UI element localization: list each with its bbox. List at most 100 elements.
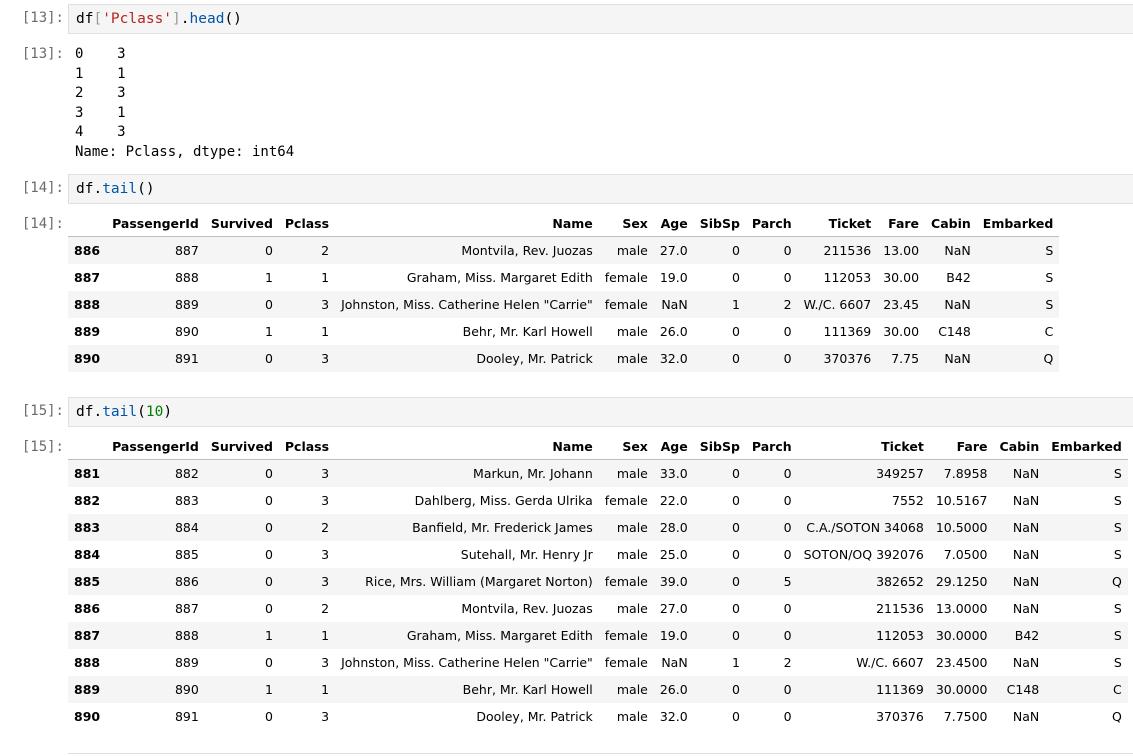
table-cell: Graham, Miss. Margaret Edith bbox=[406, 270, 593, 285]
table-cell: 29.1250 bbox=[935, 574, 988, 589]
column-header: Survived bbox=[204, 433, 279, 460]
table-cell: 889 bbox=[174, 655, 199, 670]
table-cell: 3 bbox=[321, 547, 330, 562]
table-cell: NaN bbox=[1012, 493, 1040, 508]
table-cell: NaN bbox=[1012, 574, 1040, 589]
table-cell: 7.7500 bbox=[943, 709, 988, 724]
table-cell: 211536 bbox=[823, 243, 872, 258]
code-cell-14[interactable]: df.tail() bbox=[68, 174, 1133, 204]
table-cell: SOTON/OQ 392076 bbox=[803, 547, 924, 562]
table-cell: 0 bbox=[783, 466, 792, 481]
table-cell: Behr, Mr. Karl Howell bbox=[462, 682, 593, 697]
row-index: 884 bbox=[74, 547, 101, 562]
table-cell: S bbox=[1113, 601, 1122, 616]
table-cell: 0 bbox=[264, 297, 273, 312]
table-cell: 0 bbox=[264, 709, 273, 724]
table-cell: Banfield, Mr. Frederick James bbox=[412, 520, 593, 535]
table-row: 882 883 0 3 Dahlberg, Miss. Gerda Ulrika fema… bbox=[68, 487, 1128, 514]
table-cell: C.A./SOTON 34068 bbox=[806, 520, 924, 535]
table-cell: 1 bbox=[321, 682, 330, 697]
table-cell: 32.0 bbox=[659, 351, 688, 366]
column-header: Name bbox=[335, 210, 599, 237]
column-header: PassengerId bbox=[106, 210, 205, 237]
column-header: Ticket bbox=[797, 210, 878, 237]
column-header: Age bbox=[653, 210, 694, 237]
table-cell: 3 bbox=[321, 574, 330, 589]
table-row: 888 889 0 3 Johnston, Miss. Catherine Helen … bbox=[68, 649, 1128, 676]
table-cell: 0 bbox=[264, 574, 273, 589]
table-cell: NaN bbox=[944, 351, 971, 366]
table-cell: Dooley, Mr. Patrick bbox=[476, 709, 593, 724]
row-index: 882 bbox=[74, 493, 101, 508]
table-cell: 1 bbox=[264, 628, 273, 643]
table-cell: NaN bbox=[1012, 601, 1040, 616]
table-row: 885 886 0 3 Rice, Mrs. William (Margaret Nor… bbox=[68, 568, 1128, 595]
row-index: 890 bbox=[74, 351, 101, 366]
table-cell: female bbox=[604, 493, 648, 508]
table-cell: 3 bbox=[321, 297, 330, 312]
column-header: Age bbox=[653, 433, 694, 460]
table-cell: 28.0 bbox=[659, 520, 688, 535]
table-cell: B42 bbox=[1014, 628, 1040, 643]
code-cell-15[interactable]: df.tail(10) bbox=[68, 397, 1133, 427]
row-index: 888 bbox=[74, 297, 101, 312]
table-cell: Q bbox=[1111, 574, 1122, 589]
table-cell: female bbox=[604, 628, 648, 643]
table-cell: 0 bbox=[783, 493, 792, 508]
series-output: 0 3 1 1 2 3 3 1 4 3 Name: Pclass, dtype:… bbox=[75, 46, 295, 160]
table-cell: 3 bbox=[321, 351, 330, 366]
row-index: 886 bbox=[74, 601, 101, 616]
row-index: 889 bbox=[74, 682, 101, 697]
table-cell: Sutehall, Mr. Henry Jr bbox=[460, 547, 593, 562]
table-cell: 1 bbox=[321, 270, 330, 285]
table-row: 886 887 0 2 Montvila, Rev. Juozas male 27.0 0 0 2… bbox=[68, 595, 1128, 622]
dataframe-table-14: PassengerId Survived Pclass Name Sex Age SibSp… bbox=[68, 210, 1060, 372]
table-row: 889 890 1 1 Behr, Mr. Karl Howell male 26.0 0 0 1… bbox=[68, 676, 1128, 703]
table-cell: S bbox=[1045, 270, 1054, 285]
column-header: Parch bbox=[745, 433, 798, 460]
output-prompt-14: [14]: bbox=[21, 216, 64, 232]
table-cell: 0 bbox=[264, 547, 273, 562]
row-index: 887 bbox=[74, 628, 101, 643]
table-cell: female bbox=[604, 297, 648, 312]
table-cell: 0 bbox=[783, 709, 792, 724]
code-cell-13[interactable]: df['Pclass'].head() bbox=[68, 4, 1133, 34]
table-cell: Behr, Mr. Karl Howell bbox=[462, 324, 593, 339]
code-text-15: df.tail(10) bbox=[76, 404, 173, 420]
table-cell: Johnston, Miss. Catherine Helen "Carrie" bbox=[341, 655, 593, 670]
table-cell: male bbox=[616, 520, 648, 535]
table-cell: Rice, Mrs. William (Margaret Norton) bbox=[365, 574, 593, 589]
table-row: 890 891 0 3 Dooley, Mr. Patrick male 32.0 0 0 370… bbox=[68, 345, 1060, 372]
table-cell: 3 bbox=[321, 493, 330, 508]
column-header: Fare bbox=[877, 210, 926, 237]
table-cell: 0 bbox=[731, 520, 740, 535]
table-row: 883 884 0 2 Banfield, Mr. Frederick James mal… bbox=[68, 514, 1128, 541]
table-cell: 39.0 bbox=[659, 574, 688, 589]
row-index: 885 bbox=[74, 574, 101, 589]
table-row: 887 888 1 1 Graham, Miss. Margaret Edith fema… bbox=[68, 264, 1059, 291]
table-cell: Q bbox=[1043, 351, 1054, 366]
input-prompt-13: [13]: bbox=[21, 10, 64, 26]
table-cell: 13.00 bbox=[883, 243, 920, 258]
table-cell: 1 bbox=[264, 324, 273, 339]
column-header: Pclass bbox=[278, 210, 336, 237]
column-header: SibSp bbox=[693, 433, 746, 460]
table-cell: 112053 bbox=[823, 270, 872, 285]
table-cell: 27.0 bbox=[659, 243, 688, 258]
table-row: 884 885 0 3 Sutehall, Mr. Henry Jr male 25.0 0 0… bbox=[68, 541, 1128, 568]
row-index: 888 bbox=[74, 655, 101, 670]
code-text-14: df.tail() bbox=[76, 181, 155, 197]
table-cell: 7.75 bbox=[891, 351, 920, 366]
table-cell: 13.0000 bbox=[935, 601, 988, 616]
table-cell: 30.00 bbox=[883, 324, 920, 339]
table-cell: 0 bbox=[264, 243, 273, 258]
column-header: PassengerId bbox=[106, 433, 205, 460]
table-cell: 5 bbox=[783, 574, 792, 589]
table-cell: male bbox=[616, 682, 648, 697]
column-header: Sex bbox=[598, 433, 654, 460]
table-cell: 0 bbox=[264, 655, 273, 670]
column-header bbox=[68, 210, 107, 237]
column-header: Pclass bbox=[278, 433, 336, 460]
column-header: SibSp bbox=[693, 210, 746, 237]
table-cell: 211536 bbox=[876, 601, 924, 616]
